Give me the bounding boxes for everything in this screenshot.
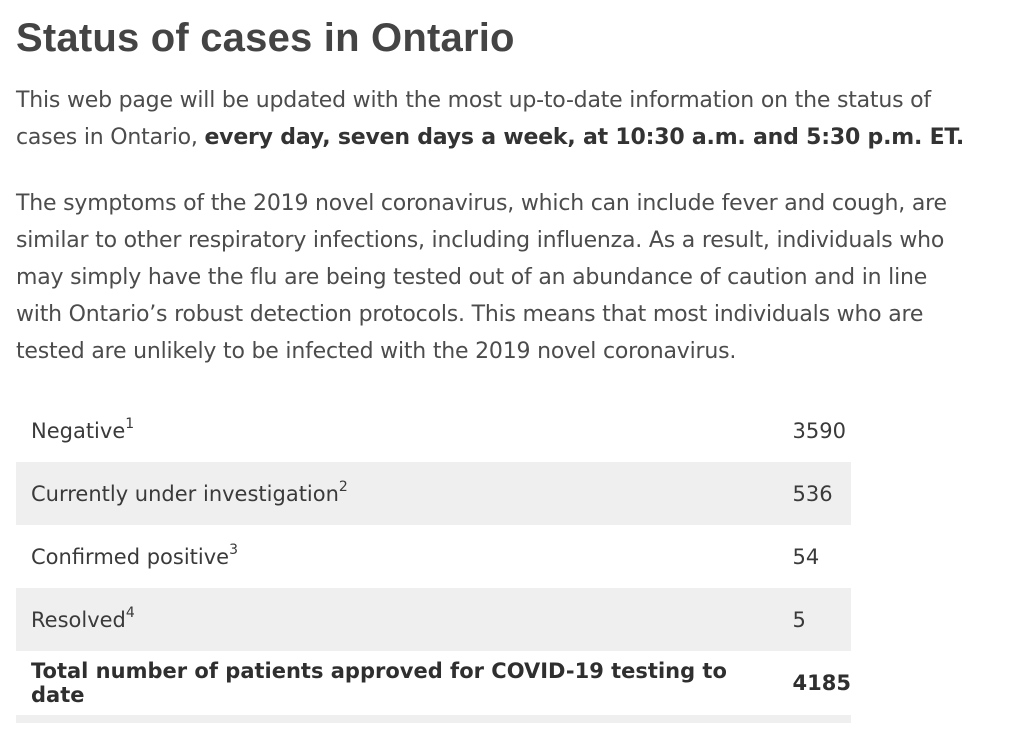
table-row-under-investigation: Currently under investigation2 536 — [16, 462, 851, 525]
row-value: 54 — [792, 544, 820, 569]
table-row-total: Total number of patients approved for CO… — [16, 651, 851, 714]
row-label-text: Currently under investigation — [31, 481, 339, 506]
footnote-link[interactable]: 3 — [229, 541, 238, 558]
row-label-text: Confirmed positive — [31, 544, 230, 569]
update-notice-text: This web page will be updated with the m… — [16, 88, 931, 150]
update-notice: This web page will be updated with the m… — [16, 82, 976, 156]
table-row-negative: Negative1 3590 — [16, 399, 851, 462]
table-row-resolved: Resolved4 5 — [16, 588, 851, 651]
update-schedule: every day, seven days a week, at 10:30 a… — [204, 125, 965, 150]
total-value: 4185 — [792, 670, 851, 695]
row-label: Currently under investigation2 — [16, 462, 777, 525]
row-value: 536 — [776, 462, 851, 525]
row-label-text: Resolved — [31, 607, 126, 632]
row-label: Confirmed positive3 — [16, 525, 777, 588]
footnote-link[interactable]: 1 — [125, 415, 135, 432]
table-row-confirmed-positive: Confirmed positive3 54 — [16, 525, 851, 588]
case-status-table: Negative1 3590 Currently under investiga… — [16, 399, 851, 714]
symptoms-paragraph: The symptoms of the 2019 novel coronavir… — [16, 191, 947, 364]
total-label: Total number of patients approved for CO… — [31, 658, 727, 707]
row-value: 5 — [776, 588, 851, 651]
row-label: Resolved4 — [16, 588, 777, 651]
row-label-text: Negative — [31, 418, 126, 443]
row-label: Negative1 — [16, 399, 777, 462]
table-footer-divider — [16, 715, 851, 723]
page-title: Status of cases in Ontario — [16, 16, 515, 60]
row-value: 3590 — [792, 418, 846, 443]
footnote-link[interactable]: 2 — [338, 478, 348, 495]
footnote-link[interactable]: 4 — [125, 604, 135, 621]
